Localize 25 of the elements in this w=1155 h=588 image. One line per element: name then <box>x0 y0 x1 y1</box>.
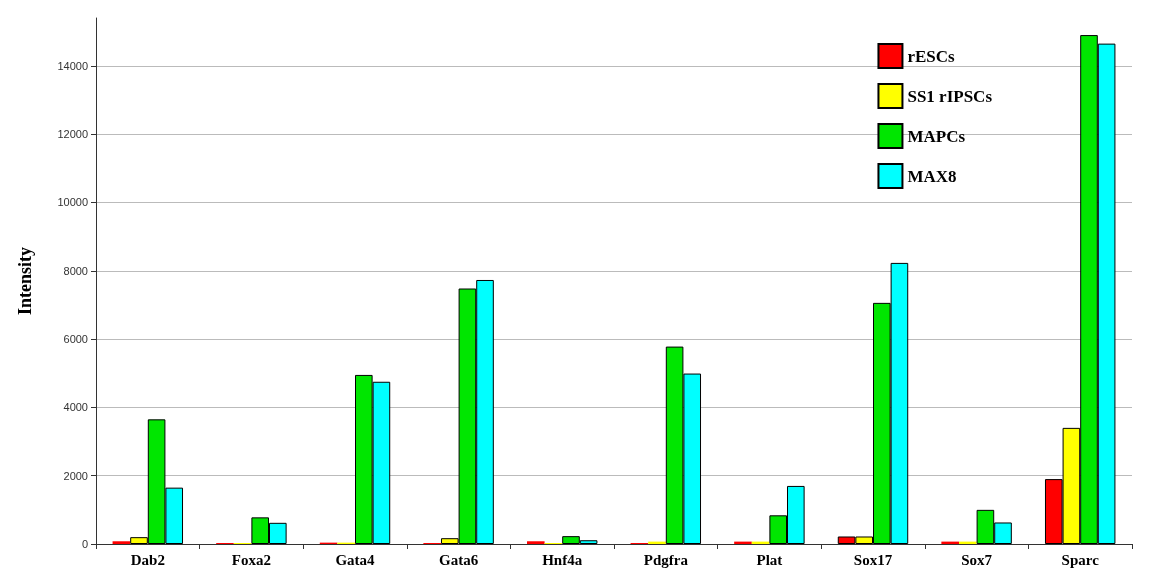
y-tick-label: 0 <box>81 538 88 550</box>
y-tick-label: 8000 <box>63 264 88 277</box>
y-tick-label: 2000 <box>63 469 88 482</box>
x-tick-label: Dab2 <box>130 551 165 568</box>
x-tick-label: Gata4 <box>335 551 376 568</box>
y-tick-label: 10000 <box>57 196 88 209</box>
y-tick-label: 14000 <box>57 59 88 72</box>
y-tick-label: 12000 <box>57 128 88 141</box>
y-axis-title: Intensity <box>15 246 35 316</box>
legend-label: MAX8 <box>907 166 957 186</box>
x-tick-label: Sparc <box>1061 551 1100 568</box>
x-tick-label: Hnf4a <box>542 551 583 568</box>
y-tick-label: 6000 <box>63 333 88 346</box>
x-tick-label: Sox17 <box>853 551 893 568</box>
x-tick-label: Foxa2 <box>231 551 271 568</box>
y-tick-label: 4000 <box>63 401 88 414</box>
x-tick-label: Gata6 <box>439 551 479 568</box>
legend-label: MAPCs <box>907 126 966 146</box>
x-tick-label: Pdgfra <box>643 551 689 568</box>
legend-label: SS1 rIPSCs <box>907 86 993 106</box>
bar <box>112 541 131 544</box>
x-tick-label: Plat <box>756 551 783 568</box>
bar <box>526 541 545 544</box>
legend-label: rESCs <box>907 46 956 66</box>
x-tick-label: Sox7 <box>961 551 993 568</box>
